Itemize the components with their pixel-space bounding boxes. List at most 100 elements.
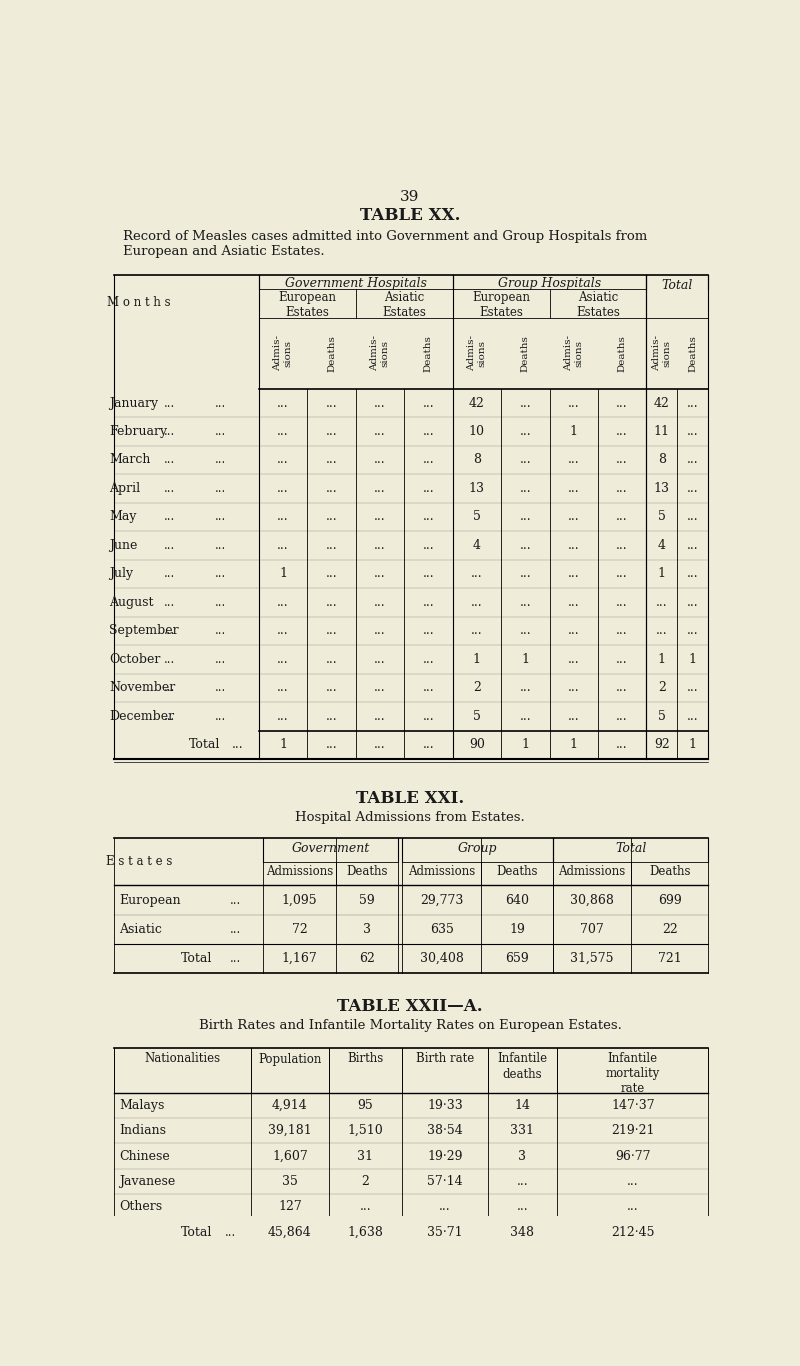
Text: ...: ... xyxy=(687,710,698,723)
Text: ...: ... xyxy=(568,482,579,494)
Text: ...: ... xyxy=(687,540,698,552)
Text: 31,575: 31,575 xyxy=(570,952,614,964)
Text: 4: 4 xyxy=(658,540,666,552)
Text: 90: 90 xyxy=(469,739,485,751)
Text: ...: ... xyxy=(164,710,175,723)
Text: 1: 1 xyxy=(570,739,578,751)
Text: ...: ... xyxy=(164,682,175,694)
Text: 8: 8 xyxy=(473,454,481,466)
Text: 38·54: 38·54 xyxy=(427,1124,462,1137)
Text: ...: ... xyxy=(326,596,338,609)
Text: ...: ... xyxy=(616,454,628,466)
Text: Deaths: Deaths xyxy=(424,335,433,372)
Text: 13: 13 xyxy=(469,482,485,494)
Text: 10: 10 xyxy=(469,425,485,438)
Text: TABLE XXI.: TABLE XXI. xyxy=(356,790,464,807)
Text: ...: ... xyxy=(616,710,628,723)
Text: ...: ... xyxy=(326,511,338,523)
Text: 127: 127 xyxy=(278,1201,302,1213)
Text: Admissions: Admissions xyxy=(408,865,475,877)
Text: ...: ... xyxy=(374,482,386,494)
Text: Chinese: Chinese xyxy=(119,1150,170,1162)
Text: 640: 640 xyxy=(506,893,530,907)
Text: ...: ... xyxy=(519,710,531,723)
Text: 8: 8 xyxy=(658,454,666,466)
Text: ...: ... xyxy=(568,567,579,581)
Text: 19: 19 xyxy=(510,923,526,936)
Text: November: November xyxy=(110,682,175,694)
Text: ...: ... xyxy=(278,624,289,638)
Text: 19·33: 19·33 xyxy=(427,1098,462,1112)
Text: 147·37: 147·37 xyxy=(611,1098,654,1112)
Text: ...: ... xyxy=(326,396,338,410)
Text: European
Estates: European Estates xyxy=(278,291,336,320)
Text: ...: ... xyxy=(687,682,698,694)
Text: 1,510: 1,510 xyxy=(347,1124,383,1137)
Text: ...: ... xyxy=(422,482,434,494)
Text: Births: Births xyxy=(347,1052,383,1065)
Text: ...: ... xyxy=(326,425,338,438)
Text: ...: ... xyxy=(656,596,668,609)
Text: ...: ... xyxy=(519,682,531,694)
Text: ...: ... xyxy=(230,952,242,964)
Text: Deaths: Deaths xyxy=(649,865,690,877)
Text: ...: ... xyxy=(214,396,226,410)
Text: 1: 1 xyxy=(658,567,666,581)
Text: July: July xyxy=(110,567,134,581)
Text: May: May xyxy=(110,511,137,523)
Text: Population: Population xyxy=(258,1052,322,1065)
Text: ...: ... xyxy=(422,511,434,523)
Text: 348: 348 xyxy=(510,1225,534,1239)
Text: 212·45: 212·45 xyxy=(611,1225,654,1239)
Text: 1: 1 xyxy=(658,653,666,665)
Text: ...: ... xyxy=(374,653,386,665)
Text: ...: ... xyxy=(214,482,226,494)
Text: Government Hospitals: Government Hospitals xyxy=(285,277,426,290)
Text: Total: Total xyxy=(662,279,693,292)
Text: ...: ... xyxy=(374,624,386,638)
Text: Total: Total xyxy=(189,739,220,751)
Text: ...: ... xyxy=(568,454,579,466)
Text: ...: ... xyxy=(422,710,434,723)
Text: ...: ... xyxy=(164,454,175,466)
Text: March: March xyxy=(110,454,150,466)
Text: 95: 95 xyxy=(358,1098,374,1112)
Text: 3: 3 xyxy=(363,923,371,936)
Text: ...: ... xyxy=(164,425,175,438)
Text: Admis-
sions: Admis- sions xyxy=(274,335,293,372)
Text: Birth Rates and Infantile Mortality Rates on European Estates.: Birth Rates and Infantile Mortality Rate… xyxy=(198,1019,622,1033)
Text: ...: ... xyxy=(422,682,434,694)
Text: Total: Total xyxy=(181,1225,212,1239)
Text: ...: ... xyxy=(164,624,175,638)
Text: ...: ... xyxy=(214,710,226,723)
Text: ...: ... xyxy=(568,396,579,410)
Text: ...: ... xyxy=(225,1225,236,1239)
Text: ...: ... xyxy=(214,596,226,609)
Text: 4: 4 xyxy=(473,540,481,552)
Text: ...: ... xyxy=(278,653,289,665)
Text: 62: 62 xyxy=(359,952,375,964)
Text: ...: ... xyxy=(278,425,289,438)
Text: ...: ... xyxy=(422,567,434,581)
Text: ...: ... xyxy=(164,653,175,665)
Text: 2: 2 xyxy=(658,682,666,694)
Text: 14: 14 xyxy=(514,1098,530,1112)
Text: 1: 1 xyxy=(689,739,697,751)
Text: 42: 42 xyxy=(654,396,670,410)
Text: Asiatic
Estates: Asiatic Estates xyxy=(576,291,620,320)
Text: 11: 11 xyxy=(654,425,670,438)
Text: ...: ... xyxy=(568,653,579,665)
Text: 1: 1 xyxy=(473,653,481,665)
Text: ...: ... xyxy=(374,710,386,723)
Text: ...: ... xyxy=(326,482,338,494)
Text: 5: 5 xyxy=(473,710,481,723)
Text: ...: ... xyxy=(568,682,579,694)
Text: 1: 1 xyxy=(689,653,697,665)
Text: 707: 707 xyxy=(580,923,604,936)
Text: ...: ... xyxy=(568,710,579,723)
Text: Government: Government xyxy=(291,841,370,855)
Text: 72: 72 xyxy=(292,923,307,936)
Text: ...: ... xyxy=(164,540,175,552)
Text: 4,914: 4,914 xyxy=(272,1098,308,1112)
Text: ...: ... xyxy=(422,624,434,638)
